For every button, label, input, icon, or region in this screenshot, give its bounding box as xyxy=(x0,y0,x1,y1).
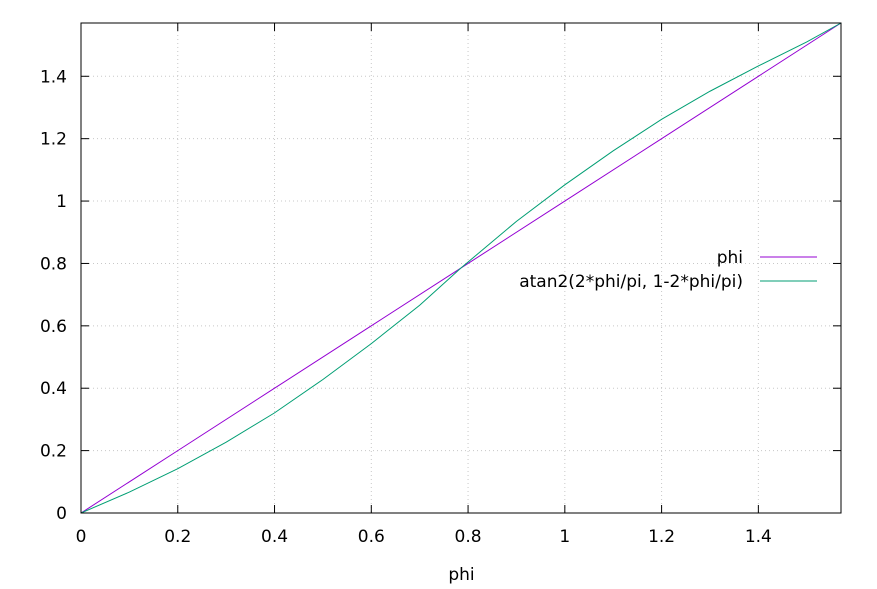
plot-border xyxy=(80,22,842,514)
series-lines xyxy=(80,22,842,514)
grid xyxy=(81,23,841,513)
y-tick-label: 0.4 xyxy=(40,379,67,399)
x-tick-label: 1.2 xyxy=(648,527,675,547)
legend-label-1: phi xyxy=(717,248,743,268)
y-tick-label: 0.6 xyxy=(40,317,67,337)
legend: phi atan2(2*phi/pi, 1-2*phi/pi) xyxy=(519,248,817,292)
x-tick-label: 1 xyxy=(559,527,570,547)
y-tick-label: 0.8 xyxy=(40,254,67,274)
x-tick-label: 1.4 xyxy=(745,527,772,547)
y-tick-label: 0.2 xyxy=(40,442,67,462)
x-tick-label: 0.2 xyxy=(164,527,191,547)
series-line-2 xyxy=(80,22,842,514)
y-tick-label: 1.2 xyxy=(40,130,67,150)
y-tick-label: 0 xyxy=(56,504,67,524)
x-tick-label: 0.6 xyxy=(358,527,385,547)
x-tick-label: 0 xyxy=(76,527,87,547)
axis-ticks: 0 0.2 0.4 0.6 0.8 1 1.2 1.4 0 0.2 0.4 0.6 0.8 1 1.2 1.4 xyxy=(40,23,841,547)
legend-label-2: atan2(2*phi/pi, 1-2*phi/pi) xyxy=(519,272,743,292)
x-axis-title: phi xyxy=(448,565,474,585)
x-tick-label: 0.8 xyxy=(455,527,482,547)
y-tick-label: 1.4 xyxy=(40,67,67,87)
series-line-1 xyxy=(80,22,842,514)
y-tick-label: 1 xyxy=(56,192,67,212)
x-tick-label: 0.4 xyxy=(261,527,288,547)
